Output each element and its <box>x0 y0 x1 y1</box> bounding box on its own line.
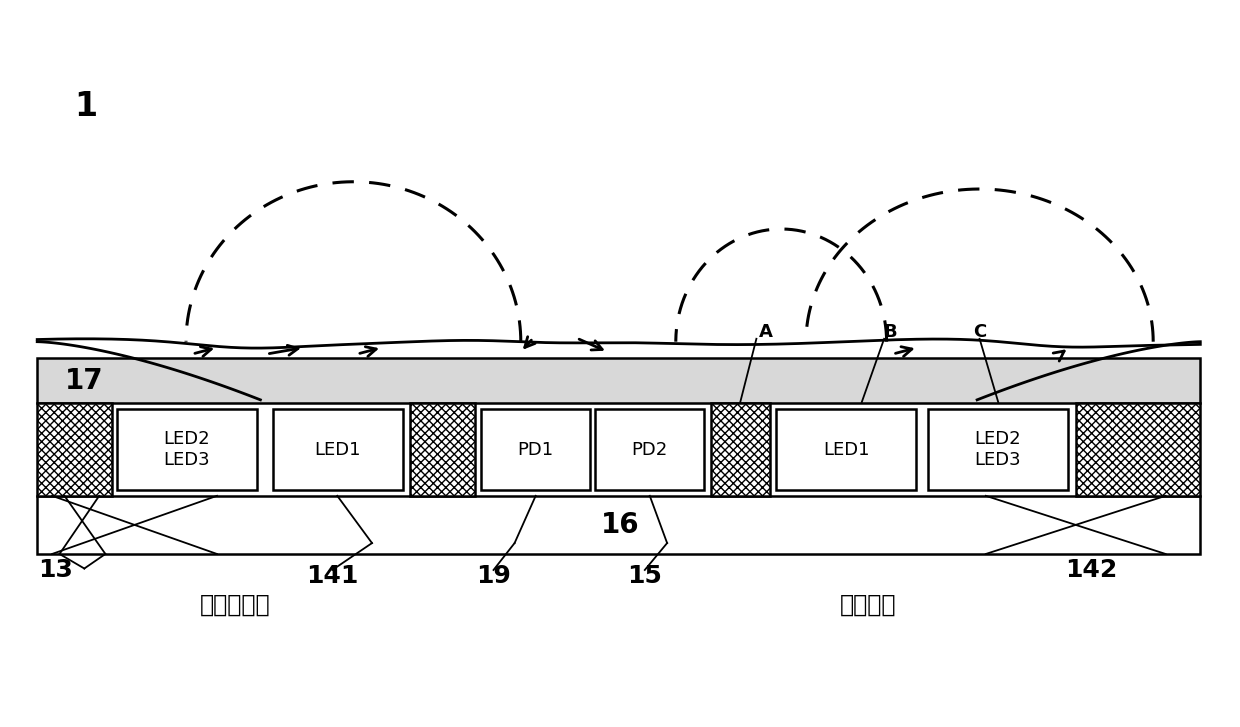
Text: LED1: LED1 <box>315 441 361 459</box>
Bar <box>1076 403 1200 496</box>
Bar <box>711 403 770 496</box>
Text: 19: 19 <box>476 564 511 588</box>
Bar <box>410 403 475 496</box>
Bar <box>1076 403 1200 496</box>
Text: LED2
LED3: LED2 LED3 <box>164 430 210 469</box>
Text: 141: 141 <box>306 564 358 588</box>
Bar <box>410 403 475 496</box>
Text: 漏光区域: 漏光区域 <box>839 593 897 617</box>
Bar <box>711 403 770 496</box>
Bar <box>711 403 770 496</box>
Bar <box>37 403 112 496</box>
Bar <box>1076 403 1200 496</box>
Bar <box>928 409 1068 490</box>
Bar <box>37 496 1200 554</box>
Text: PD2: PD2 <box>631 441 668 459</box>
Text: C: C <box>973 324 986 342</box>
Text: 改进后结构: 改进后结构 <box>201 593 270 617</box>
Text: A: A <box>759 324 774 342</box>
Bar <box>37 358 1200 403</box>
Bar <box>481 409 590 490</box>
Text: LED2
LED3: LED2 LED3 <box>975 430 1021 469</box>
Text: 17: 17 <box>64 366 104 395</box>
Bar <box>37 403 112 496</box>
Text: LED1: LED1 <box>823 441 869 459</box>
Bar <box>595 409 704 490</box>
Bar <box>37 403 112 496</box>
Text: PD1: PD1 <box>517 441 554 459</box>
Text: 1: 1 <box>74 90 98 124</box>
Text: 13: 13 <box>38 558 73 582</box>
Text: 16: 16 <box>600 511 640 539</box>
Text: 142: 142 <box>1065 558 1117 582</box>
Bar <box>410 403 475 496</box>
Bar <box>117 409 257 490</box>
Text: B: B <box>884 324 897 342</box>
Text: 15: 15 <box>627 564 662 588</box>
Bar <box>776 409 916 490</box>
Bar <box>273 409 403 490</box>
